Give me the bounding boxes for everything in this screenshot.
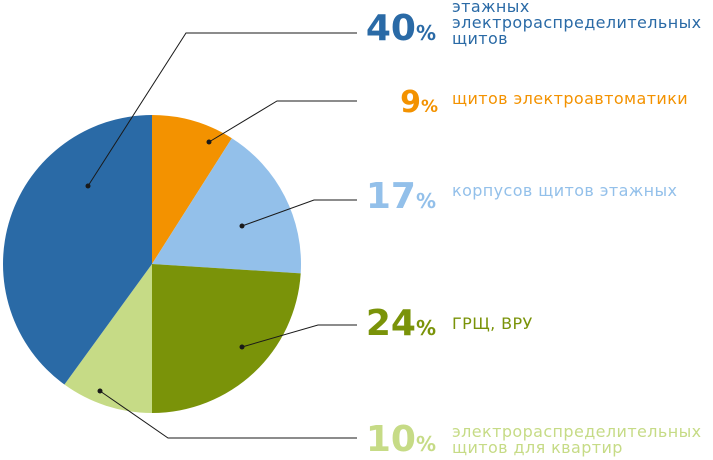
category-label: корпусов щитов этажных: [452, 181, 677, 200]
leader-line: [241, 199, 357, 227]
percent-label: 17%: [366, 176, 436, 217]
category-label: ГРЩ, ВРУ: [452, 314, 533, 333]
pie-slice: [152, 115, 232, 264]
pie-slices: [3, 115, 302, 413]
pie-slice: [3, 115, 153, 385]
percent-label: 24%: [366, 303, 436, 344]
leader-lines: [85, 32, 357, 439]
category-label: щитов для квартир: [452, 438, 623, 457]
category-label: электрораспределительных: [452, 422, 702, 441]
category-label: щитов электроавтоматики: [452, 89, 688, 108]
leader-line: [99, 390, 357, 439]
leader-dot: [97, 388, 103, 394]
slice-labels: 9% щитов электроавтоматики 17% корпусов щит…: [366, 0, 702, 460]
pie-slice: [152, 264, 301, 413]
percent-label: 9%: [400, 85, 438, 120]
category-label: электрораспределительных: [452, 13, 702, 32]
leader-line: [241, 324, 357, 348]
pie-slice: [152, 138, 302, 274]
leader-line: [87, 32, 357, 187]
leader-dot: [239, 344, 245, 350]
leader-dot: [206, 139, 212, 145]
leader-line: [208, 100, 357, 143]
percent-label: 10%: [366, 419, 436, 460]
leader-dot: [239, 223, 245, 229]
percent-label: 40%: [366, 8, 436, 49]
category-label: этажных: [452, 0, 530, 16]
category-label: щитов: [452, 29, 508, 48]
pie-slice: [64, 264, 152, 413]
leader-dot: [85, 183, 91, 189]
